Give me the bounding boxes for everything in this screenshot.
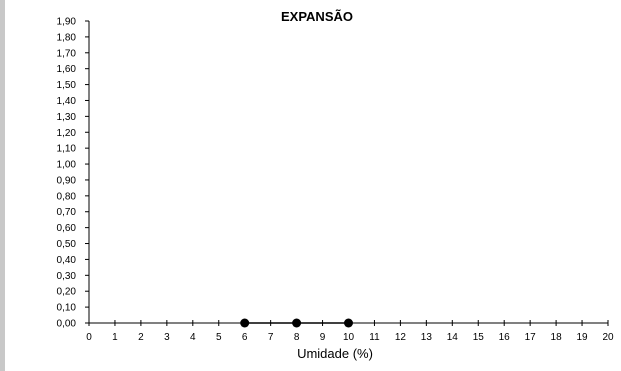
x-tick-label: 0 — [86, 332, 92, 343]
y-tick-label: 0,60 — [57, 223, 77, 234]
x-tick-label: 15 — [473, 332, 485, 343]
x-tick-label: 1 — [112, 332, 118, 343]
x-tick-label: 17 — [525, 332, 537, 343]
y-tick-label: 1,60 — [57, 64, 77, 75]
x-tick-label: 19 — [576, 332, 588, 343]
x-tick-label: 10 — [343, 332, 355, 343]
x-tick-label: 11 — [369, 332, 380, 343]
y-tick-label: 1,40 — [57, 96, 77, 107]
x-tick-label: 9 — [320, 332, 326, 343]
y-tick-label: 0,80 — [57, 191, 77, 202]
y-tick-label: 1,80 — [57, 32, 77, 43]
data-point — [292, 318, 302, 328]
left-border — [0, 0, 5, 371]
y-tick-label: 0,70 — [57, 207, 77, 218]
y-tick-label: 1,90 — [57, 17, 77, 28]
y-tick-label: 1,50 — [57, 80, 77, 91]
axes: 0,00 0,10 0,20 0,30 0,40 0,50 0,60 0,70 0,80 0,90… — [57, 17, 614, 344]
x-tick-label: 2 — [138, 332, 144, 343]
y-tick-label: 1,00 — [57, 160, 77, 171]
chart-title: EXPANSÃO — [281, 9, 353, 24]
x-tick-label: 13 — [421, 332, 433, 343]
y-tick-label: 0,20 — [57, 287, 77, 298]
y-tick-label: 0,30 — [57, 271, 77, 282]
y-tick-label: 0,10 — [57, 303, 77, 314]
x-tick-label: 18 — [551, 332, 563, 343]
x-axis-title: Umidade (%) — [297, 346, 373, 361]
x-tick-label: 16 — [499, 332, 511, 343]
x-tick-label: 8 — [294, 332, 300, 343]
y-tick-label: 1,10 — [57, 144, 77, 155]
x-tick-label: 4 — [190, 332, 196, 343]
data-points — [240, 318, 353, 328]
x-tick-label: 6 — [242, 332, 248, 343]
x-tick-label: 14 — [447, 332, 459, 343]
y-tick-label: 0,40 — [57, 255, 77, 266]
x-tick-label: 7 — [268, 332, 274, 343]
x-tick-label: 5 — [216, 332, 222, 343]
x-tick-label: 12 — [395, 332, 407, 343]
y-tick-label: 0,00 — [57, 319, 77, 330]
y-tick-label: 1,30 — [57, 112, 77, 123]
data-point — [344, 318, 353, 328]
data-point — [240, 318, 250, 328]
y-tick-label: 1,70 — [57, 48, 77, 59]
y-tick-label: 1,20 — [57, 128, 77, 139]
x-tick-label: 20 — [602, 332, 614, 343]
y-tick-label: 0,50 — [57, 239, 77, 250]
y-tick-label: 0,90 — [57, 175, 77, 186]
x-tick-label: 3 — [164, 332, 170, 343]
